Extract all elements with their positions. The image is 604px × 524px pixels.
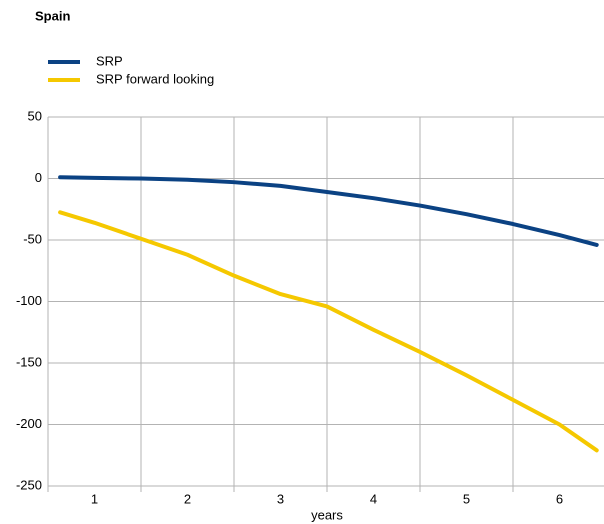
x-tick-label: 6 (556, 491, 563, 506)
legend-label: SRP (96, 53, 123, 68)
y-tick-label: -100 (16, 293, 42, 308)
chart-title: Spain (35, 8, 70, 23)
y-tick-label: -50 (23, 231, 42, 246)
x-tick-label: 4 (370, 491, 377, 506)
legend-label: SRP forward looking (96, 71, 214, 86)
x-tick-label: 1 (91, 491, 98, 506)
y-tick-label: -150 (16, 354, 42, 369)
series-line (58, 210, 599, 453)
x-tick-label: 2 (184, 491, 191, 506)
x-tick-label: 5 (463, 491, 470, 506)
y-tick-label: -250 (16, 477, 42, 492)
y-tick-label: 50 (28, 108, 42, 123)
x-axis-label: years (311, 507, 343, 522)
y-tick-label: -200 (16, 416, 42, 431)
y-tick-label: 0 (35, 170, 42, 185)
x-tick-label: 3 (277, 491, 284, 506)
series-line (58, 175, 599, 247)
